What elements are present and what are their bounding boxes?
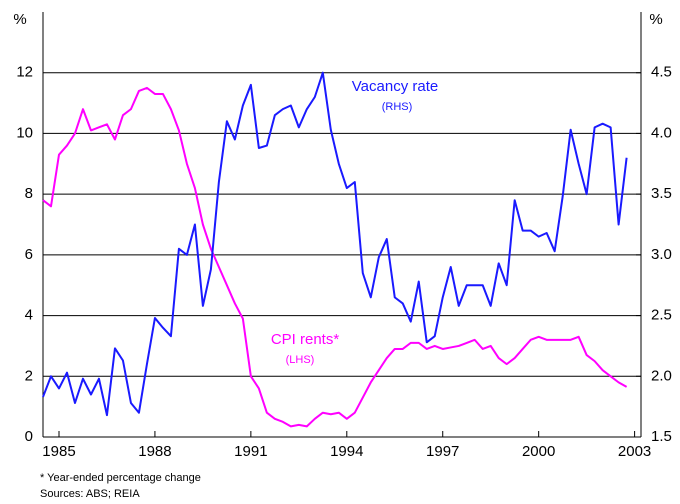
series-line [42,71,628,417]
x-tick-label: 1985 [42,443,75,460]
x-tick-label: 2000 [522,443,555,460]
y2-tick-label: 3.5 [651,185,672,202]
y-tick-label: 12 [16,64,33,81]
annotation: Vacancy rate [352,78,438,95]
x-tick-label: 1991 [234,443,267,460]
x-tick-label: 1994 [330,443,363,460]
y2-tick-label: 4.0 [651,124,672,141]
x-tick-label: 2003 [618,443,651,460]
y-tick-label: 2 [25,367,33,384]
annotation: CPI rents* [271,331,340,348]
y-tick-label: 8 [25,185,33,202]
y2-unit: % [649,11,662,28]
y2-tick-label: 4.5 [651,64,672,81]
source: Sources: ABS; REIA [40,488,140,500]
x-tick-label: 1988 [138,443,171,460]
x-tick-label: 1997 [426,443,459,460]
footnote: * Year-ended percentage change [40,472,201,484]
y-tick-label: 4 [25,307,33,324]
y-tick-label: 0 [25,428,33,445]
series-line [42,86,628,428]
y-tick-label: 6 [25,246,33,263]
annotation: (LHS) [286,354,315,366]
y2-tick-label: 1.5 [651,428,672,445]
y2-tick-label: 2.0 [651,367,672,384]
y2-tick-label: 2.5 [651,307,672,324]
annotation: (RHS) [382,101,413,113]
y2-tick-label: 3.0 [651,246,672,263]
y-unit: % [13,11,26,28]
y-tick-label: 10 [16,124,33,141]
